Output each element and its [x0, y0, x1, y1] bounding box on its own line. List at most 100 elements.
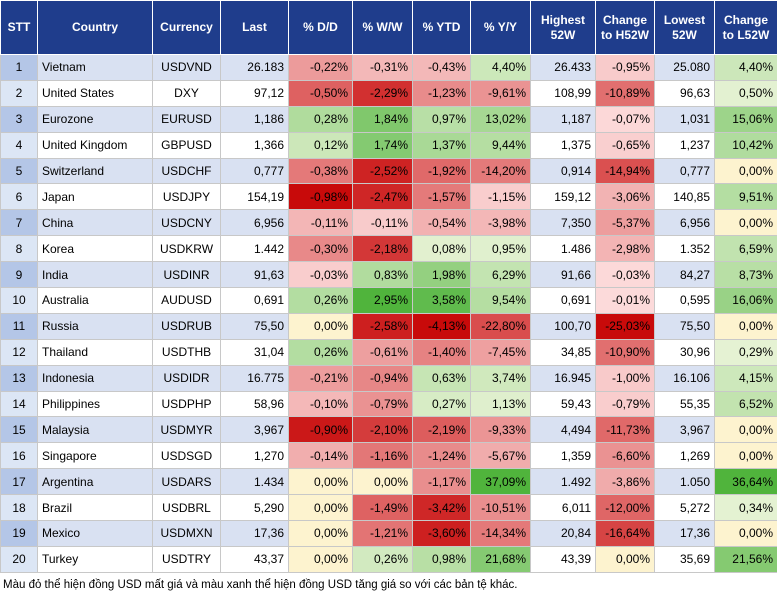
table-cell: 6,011 — [530, 494, 596, 522]
table-cell: Eurozone — [37, 105, 153, 133]
table-cell: 34,85 — [530, 338, 596, 366]
table-cell: -0,22% — [288, 54, 353, 81]
table-cell: 1,37% — [412, 131, 471, 159]
table-cell: 13,02% — [470, 105, 531, 133]
table-cell: -5,37% — [595, 209, 655, 237]
table-cell: 4,40% — [470, 54, 531, 81]
table-row: 9 India USDINR 91,63 -0,03% 0,83% 1,98% 6,29% 91… — [0, 261, 777, 289]
table-cell: 1.434 — [220, 468, 289, 496]
table-cell: 154,19 — [220, 183, 289, 211]
table-row: 11 Russia USDRUB 75,50 0,00% -2,58% -4,13% -22,… — [0, 312, 777, 340]
table-row: 12 Thailand USDTHB 31,04 0,26% -0,61% -1,40% -7… — [0, 338, 777, 366]
table-cell: 4,40% — [714, 54, 777, 81]
table-cell: 9,44% — [470, 131, 531, 159]
fx-table: STT Country Currency Last% D/D% W/W% YTD% Y… — [0, 0, 777, 573]
table-cell: 3 — [0, 105, 38, 133]
table-cell: USDIDR — [152, 364, 221, 392]
table-cell: USDCNY — [152, 209, 221, 237]
table-cell: -0,43% — [412, 54, 471, 81]
table-row: 20 Turkey USDTRY 43,37 0,00% 0,26% 0,98% 21,68%… — [0, 545, 777, 573]
table-row: 8 Korea USDKRW 1.442 -0,30% -2,18% 0,08% 0,95% 1… — [0, 235, 777, 263]
table-cell: 0,26% — [288, 287, 353, 314]
table-cell: 75,50 — [220, 312, 289, 340]
table-cell: Russia — [37, 312, 153, 340]
table-cell: -0,31% — [352, 54, 413, 81]
table-cell: 0,95% — [470, 235, 531, 263]
table-cell: 1,270 — [220, 442, 289, 470]
table-cell: -0,90% — [288, 416, 353, 444]
header-cell: STT — [0, 0, 38, 55]
table-cell: 0,26% — [352, 545, 413, 573]
table-cell: -0,65% — [595, 131, 655, 159]
table-cell: 9,54% — [470, 287, 531, 314]
table-cell: 1,13% — [470, 390, 531, 418]
table-cell: -0,38% — [288, 157, 353, 185]
table-cell: 15,06% — [714, 105, 777, 133]
table-cell: United States — [37, 79, 153, 107]
table-cell: USDBRL — [152, 494, 221, 522]
table-cell: 1.050 — [654, 468, 715, 496]
table-cell: -0,03% — [288, 261, 353, 289]
table-cell: 18 — [0, 494, 38, 522]
table-cell: 0,97% — [412, 105, 471, 133]
table-cell: -1,57% — [412, 183, 471, 211]
table-cell: 1,186 — [220, 105, 289, 133]
table-cell: -0,01% — [595, 287, 655, 314]
table-row: 7 China USDCNY 6,956 -0,11% -0,11% -0,54% -3,98… — [0, 209, 777, 237]
table-cell: GBPUSD — [152, 131, 221, 159]
table-cell: 0,777 — [220, 157, 289, 185]
table-cell: 0,63% — [412, 364, 471, 392]
table-cell: 0,914 — [530, 157, 596, 185]
table-cell: 3,74% — [470, 364, 531, 392]
table-cell: 37,09% — [470, 468, 531, 496]
header-cell: Lowest 52W — [654, 0, 715, 55]
table-cell: 19 — [0, 520, 38, 547]
table-body: 1 Vietnam USDVND 26.183 -0,22% -0,31% -0,43% 4,… — [0, 54, 777, 573]
table-row: 17 Argentina USDARS 1.434 0,00% 0,00% -1,17% 37… — [0, 468, 777, 496]
table-cell: 96,63 — [654, 79, 715, 107]
table-cell: -1,24% — [412, 442, 471, 470]
table-cell: -0,54% — [412, 209, 471, 237]
table-cell: 0,00% — [714, 442, 777, 470]
table-cell: -0,98% — [288, 183, 353, 211]
header-cell: Country — [37, 0, 153, 55]
table-cell: -0,03% — [595, 261, 655, 289]
table-cell: 1,187 — [530, 105, 596, 133]
table-cell: 1,269 — [654, 442, 715, 470]
table-cell: -2,58% — [352, 312, 413, 340]
table-cell: -0,07% — [595, 105, 655, 133]
table-cell: 26.183 — [220, 54, 289, 81]
table-cell: -3,06% — [595, 183, 655, 211]
table-cell: -2,19% — [412, 416, 471, 444]
footnote: Màu đỏ thể hiện đồng USD mất giá và màu … — [3, 578, 518, 591]
table-cell: -1,00% — [595, 364, 655, 392]
table-cell: -5,67% — [470, 442, 531, 470]
table-cell: -0,14% — [288, 442, 353, 470]
header-cell: % D/D — [288, 0, 353, 55]
table-cell: 0,83% — [352, 261, 413, 289]
header-cell: % Y/Y — [470, 0, 531, 55]
table-row: 3 Eurozone EURUSD 1,186 0,28% 1,84% 0,97% 13,02… — [0, 105, 777, 133]
table-cell: 25.080 — [654, 54, 715, 81]
table-cell: -1,17% — [412, 468, 471, 496]
table-cell: Australia — [37, 287, 153, 314]
table-cell: 0,00% — [714, 312, 777, 340]
table-cell: -22,80% — [470, 312, 531, 340]
table-cell: 0,00% — [288, 520, 353, 547]
table-cell: 4,15% — [714, 364, 777, 392]
table-cell: 0,00% — [714, 209, 777, 237]
table-cell: -3,60% — [412, 520, 471, 547]
table-cell: -1,23% — [412, 79, 471, 107]
table-cell: 2,95% — [352, 287, 413, 314]
table-cell: India — [37, 261, 153, 289]
table-cell: -1,21% — [352, 520, 413, 547]
table-cell: -2,47% — [352, 183, 413, 211]
table-cell: -0,30% — [288, 235, 353, 263]
table-row: 5 Switzerland USDCHF 0,777 -0,38% -2,52% -1,92… — [0, 157, 777, 185]
table-cell: 21,68% — [470, 545, 531, 573]
table-cell: -1,40% — [412, 338, 471, 366]
table-cell: 4 — [0, 131, 38, 159]
table-cell: 17,36 — [220, 520, 289, 547]
table-cell: 0,00% — [352, 468, 413, 496]
